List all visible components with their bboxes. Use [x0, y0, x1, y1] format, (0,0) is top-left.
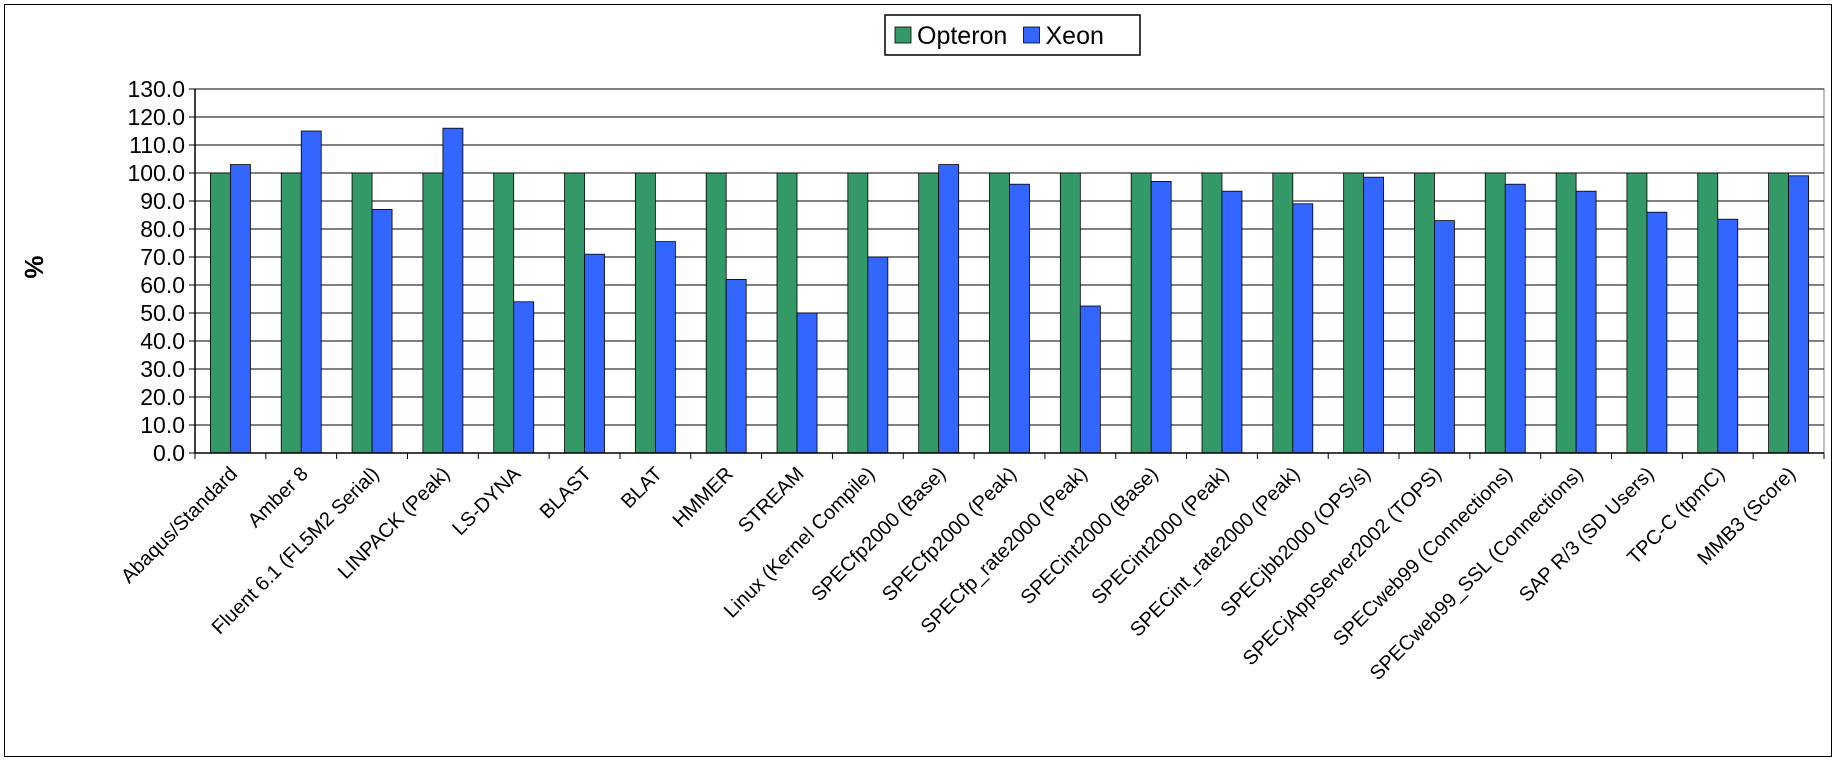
bar-xeon — [1504, 183, 1526, 454]
y-tick-label: 20.0 — [140, 384, 185, 410]
bar-opteron — [493, 172, 515, 454]
y-tick-label: 130.0 — [127, 76, 185, 102]
bar-opteron — [989, 172, 1010, 454]
bar-opteron — [847, 172, 869, 454]
bar-opteron — [1626, 172, 1648, 454]
bar-opteron — [776, 172, 798, 454]
y-tick-label: 70.0 — [140, 244, 185, 270]
bar-xeon — [1221, 190, 1243, 454]
y-tick-label: 80.0 — [140, 216, 185, 242]
bar-opteron — [280, 172, 302, 454]
x-tick-label: BLAST — [536, 463, 596, 523]
x-tick-label: BLAT — [617, 463, 667, 513]
x-tick-label: LS-DYNA — [448, 463, 525, 540]
bar-opteron — [351, 172, 373, 454]
bar-xeon — [230, 164, 251, 454]
bar-opteron — [210, 172, 231, 454]
y-tick-label: 100.0 — [127, 160, 185, 186]
bar-xeon — [1009, 183, 1030, 454]
bar-xeon — [1079, 305, 1101, 454]
x-tick-label: SAP R/3 (SD Users) — [1515, 463, 1658, 606]
x-tick-label: Abaqus/Standard — [117, 463, 242, 588]
y-tick-label: 60.0 — [140, 272, 185, 298]
bar-opteron — [564, 172, 585, 454]
x-tick-label: SPECfp2000 (Base) — [807, 463, 950, 606]
bar-opteron — [1414, 172, 1435, 454]
bar-xeon — [513, 301, 535, 454]
bar-xeon — [1150, 180, 1172, 454]
y-tick-label: 110.0 — [129, 132, 185, 158]
y-tick-label: 10.0 — [140, 412, 185, 438]
bar-chart: Opteron Xeon 0.010.020.030.040.050.060.07… — [19, 14, 1825, 685]
y-axis-title: % — [19, 255, 49, 278]
bar-opteron — [918, 172, 940, 454]
y-tick-label: 40.0 — [140, 328, 185, 354]
legend-swatch-xeon — [1023, 26, 1040, 44]
y-tick-label: 30.0 — [140, 356, 185, 382]
bar-opteron — [1555, 172, 1577, 454]
bar-xeon — [796, 312, 818, 454]
bar-opteron — [1201, 172, 1223, 454]
y-axis: 0.010.020.030.040.050.060.070.080.090.01… — [127, 76, 196, 466]
bar-opteron — [705, 172, 727, 454]
bar-xeon — [371, 208, 393, 454]
bar-xeon — [1292, 203, 1314, 454]
x-tick-label: Amber 8 — [244, 463, 313, 532]
legend-box — [884, 14, 1141, 56]
x-tick-label: STREAM — [734, 463, 808, 537]
legend-label-opteron: Opteron — [917, 22, 1007, 50]
bar-xeon — [1646, 211, 1668, 454]
x-tick-label: SPECfp2000 (Peak) — [878, 463, 1021, 606]
bar-opteron — [422, 172, 444, 454]
y-tick-label: 90.0 — [140, 188, 185, 214]
bar-xeon — [584, 253, 605, 454]
plot-area — [194, 88, 1825, 454]
legend-label-xeon: Xeon — [1046, 22, 1104, 50]
bar-xeon — [938, 164, 960, 454]
bar-opteron — [1768, 172, 1789, 454]
bar-opteron — [634, 172, 656, 454]
bar-xeon — [1575, 190, 1597, 454]
bar-xeon — [1788, 175, 1809, 454]
bar-opteron — [1343, 172, 1365, 454]
bar-opteron — [1484, 172, 1506, 454]
bar-xeon — [654, 241, 676, 454]
bar-xeon — [442, 127, 464, 454]
bar-xeon — [1434, 220, 1455, 454]
bar-opteron — [1272, 172, 1294, 454]
chart-frame: Opteron Xeon 0.0 10.0 20.0 30.0 40.0 50.0 60.0 7… — [4, 4, 1832, 757]
bar-opteron — [1697, 172, 1719, 454]
bar-xeon — [300, 130, 322, 454]
x-tick-label: SPECint2000 (Base) — [1017, 463, 1163, 609]
bar-xeon — [1363, 176, 1385, 454]
bar-opteron — [1059, 172, 1081, 454]
y-tick-label: 120.0 — [127, 104, 185, 130]
y-tick-label: 0.0 — [153, 440, 185, 466]
bar-xeon — [1717, 218, 1739, 454]
bar-xeon — [867, 256, 889, 454]
bar-opteron — [1130, 172, 1152, 454]
legend-swatch-opteron — [894, 26, 912, 44]
y-tick-label: 50.0 — [140, 300, 185, 326]
x-tick-label: SPECint2000 (Peak) — [1087, 463, 1233, 609]
x-tick-label: HMMER — [669, 463, 738, 532]
legend: Opteron Xeon — [884, 14, 1141, 56]
bar-xeon — [725, 278, 747, 454]
